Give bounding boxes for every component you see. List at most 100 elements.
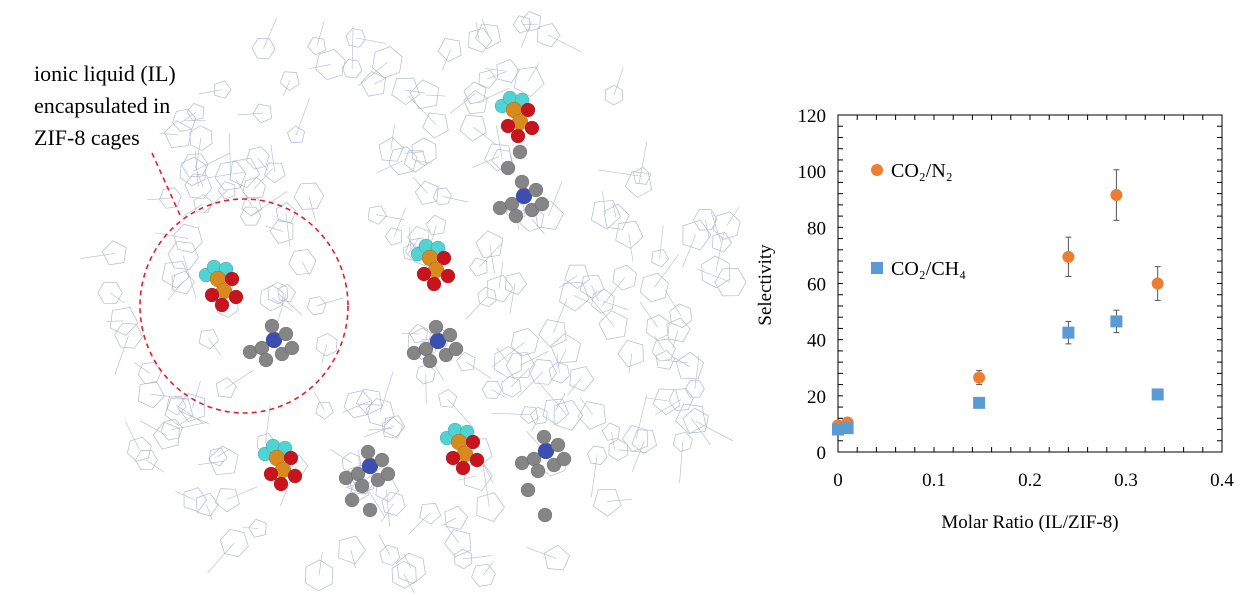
- framework-bond: [204, 190, 228, 213]
- framework-bond: [486, 71, 506, 80]
- framework-ring: [682, 219, 712, 251]
- framework-ring: [675, 351, 705, 380]
- framework-ring: [579, 274, 605, 299]
- framework-bond: [672, 330, 679, 349]
- framework-ring: [259, 284, 284, 312]
- framework-ring: [468, 27, 493, 53]
- caption-line-2: encapsulated in: [34, 93, 171, 118]
- framework-ring: [701, 255, 731, 289]
- framework-bond: [242, 527, 259, 529]
- framework-bond: [253, 168, 273, 190]
- framework-ring: [159, 187, 182, 209]
- x-tick-label: 0.1: [922, 470, 946, 491]
- framework-bond: [441, 517, 456, 526]
- atom: [284, 340, 300, 356]
- framework-bond: [308, 64, 331, 69]
- framework-bond: [537, 381, 568, 416]
- framework-bond: [146, 459, 165, 473]
- framework-ring: [468, 257, 488, 277]
- framework-bond: [250, 191, 288, 217]
- framework-bond: [147, 197, 171, 201]
- framework-ring: [432, 187, 452, 206]
- framework-bond: [403, 553, 412, 569]
- framework-bond: [489, 244, 495, 274]
- framework-ring: [558, 281, 590, 312]
- framework-bond: [114, 335, 129, 375]
- framework-bond: [401, 333, 419, 335]
- atom: [500, 160, 516, 176]
- atom: [228, 289, 244, 305]
- framework-ring: [612, 264, 637, 291]
- framework-bond: [196, 137, 202, 167]
- framework-bond: [690, 417, 711, 446]
- framework-bond: [654, 253, 680, 288]
- framework-bond: [198, 89, 223, 95]
- framework-ring: [152, 421, 180, 450]
- framework-ring: [161, 261, 190, 289]
- atom: [360, 444, 376, 460]
- framework-bond: [466, 361, 492, 379]
- framework-ring: [208, 445, 239, 476]
- framework-bond: [313, 391, 325, 411]
- framework-bond: [631, 440, 645, 472]
- atom: [448, 341, 464, 357]
- atom: [278, 326, 294, 342]
- framework-ring: [651, 338, 676, 362]
- framework-bond: [710, 211, 722, 243]
- framework-bond: [295, 98, 310, 136]
- framework-ring: [487, 274, 514, 303]
- framework-ring: [514, 66, 545, 97]
- framework-ring: [542, 398, 570, 425]
- framework-bond: [590, 455, 598, 498]
- framework-bond: [531, 218, 545, 235]
- framework-ring: [672, 431, 693, 452]
- framework-ring: [360, 71, 386, 97]
- atom: [440, 268, 456, 284]
- framework-ring: [520, 11, 541, 32]
- framework-ring: [403, 150, 427, 173]
- framework-bond: [628, 353, 633, 374]
- atom: [520, 482, 536, 498]
- framework-bond: [664, 290, 682, 316]
- framework-ring: [669, 303, 693, 328]
- framework-ring: [501, 376, 522, 398]
- framework-ring: [494, 346, 523, 378]
- atom: [442, 327, 458, 343]
- framework-bond: [645, 397, 667, 401]
- atom: [536, 429, 552, 445]
- framework-ring: [184, 173, 213, 200]
- framework-ring: [537, 23, 561, 48]
- framework-bond: [140, 420, 168, 437]
- framework-bond: [207, 171, 244, 179]
- y-tick-label: 120: [798, 106, 827, 127]
- framework-bond: [498, 261, 504, 289]
- atom: [426, 276, 442, 292]
- framework-bond: [696, 268, 731, 283]
- framework-bond: [350, 549, 356, 569]
- framework-ring: [341, 59, 363, 79]
- framework-bond: [442, 196, 469, 203]
- framework-bond: [465, 296, 488, 320]
- framework-ring: [454, 548, 473, 570]
- atom: [362, 502, 378, 518]
- framework-ring: [603, 203, 630, 230]
- framework-ring: [288, 249, 317, 276]
- framework-bond: [547, 34, 582, 53]
- framework-bond: [194, 165, 204, 188]
- framework-bond: [483, 562, 493, 576]
- framework-bond: [531, 415, 540, 432]
- framework-bond: [588, 296, 614, 326]
- atom: [258, 352, 274, 368]
- framework-bond: [159, 132, 179, 136]
- data-point-co2-ch4: [832, 423, 844, 436]
- framework-bond: [639, 302, 659, 328]
- caption-line-3: ZIF-8 cages: [34, 125, 140, 150]
- framework-ring: [438, 388, 458, 408]
- framework-ring: [181, 153, 209, 178]
- framework-ring: [97, 281, 123, 304]
- framework-bond: [555, 393, 566, 411]
- framework-ring: [198, 329, 220, 350]
- framework-ring: [381, 491, 406, 516]
- framework-bond: [602, 191, 606, 214]
